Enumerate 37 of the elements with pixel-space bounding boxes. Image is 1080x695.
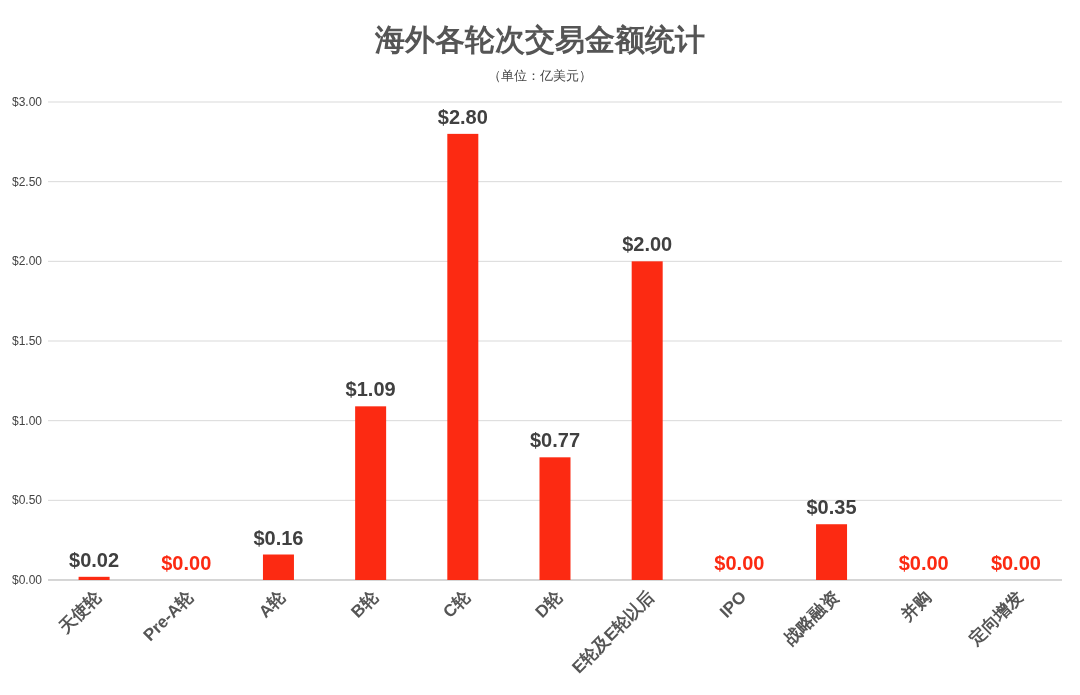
x-tick-label: 天使轮 <box>54 586 106 638</box>
bar <box>447 133 479 580</box>
bar <box>631 261 663 580</box>
y-tick-label: $0.00 <box>11 573 43 587</box>
chart-subtitle: （单位：亿美元） <box>488 68 592 83</box>
data-label: $0.02 <box>69 548 120 571</box>
data-label: $2.80 <box>437 105 488 128</box>
y-tick-label: $1.50 <box>11 334 43 348</box>
x-tick-label: 并购 <box>896 587 935 626</box>
data-label: $0.00 <box>161 552 212 574</box>
y-tick-label: $1.00 <box>11 413 43 428</box>
x-tick-label: 定向增发 <box>964 587 1027 650</box>
data-label: $0.16 <box>253 526 304 549</box>
bar <box>816 524 848 580</box>
y-tick-label: $3.00 <box>11 95 43 109</box>
x-tick-label: C轮 <box>439 586 475 622</box>
data-label: $0.00 <box>714 552 765 574</box>
x-tick-label: A轮 <box>255 586 290 622</box>
data-label: $0.00 <box>990 552 1041 574</box>
data-label: $1.09 <box>345 378 396 401</box>
x-tick-label: E轮及E轮以后 <box>568 587 659 677</box>
x-tick-label: 战略融资 <box>780 587 843 649</box>
x-tick-label: D轮 <box>531 586 567 622</box>
chart-title: 海外各轮次交易金额统计 <box>374 23 705 56</box>
bar <box>355 406 387 580</box>
x-tick-label: IPO <box>716 587 751 622</box>
data-label: $2.00 <box>622 233 673 256</box>
data-label: $0.35 <box>806 496 857 519</box>
data-label: $0.00 <box>898 552 949 574</box>
bar <box>262 554 294 580</box>
x-tick-label: B轮 <box>347 586 383 622</box>
bar <box>539 457 571 580</box>
y-tick-label: $2.50 <box>11 174 43 189</box>
data-label: $0.77 <box>529 429 581 452</box>
bar <box>78 576 110 580</box>
y-tick-label: $0.50 <box>11 493 43 508</box>
y-tick-label: $2.00 <box>11 254 43 269</box>
